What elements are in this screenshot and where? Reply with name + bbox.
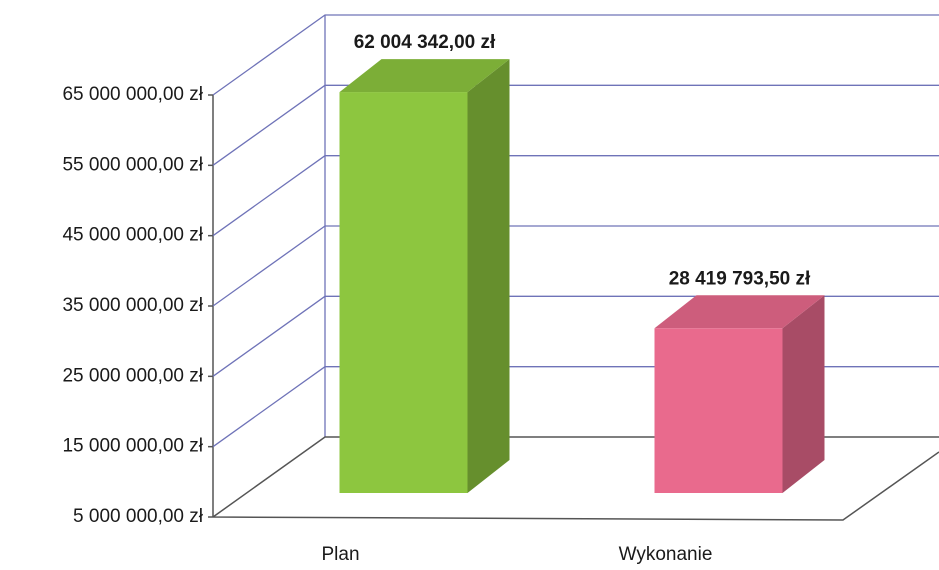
x-tick-label: Wykonanie — [619, 544, 713, 565]
value-label: 28 419 793,50 zł — [669, 268, 811, 289]
grid-line — [212, 84, 939, 166]
grid-line — [212, 155, 939, 237]
y-tick-label: 15 000 000,00 zł — [62, 436, 203, 457]
grid-line — [212, 225, 939, 307]
bar-side — [467, 59, 510, 494]
bar-top — [654, 295, 825, 329]
grid-line — [212, 295, 939, 377]
bar-top — [339, 59, 510, 93]
y-tick-label: 5 000 000,00 zł — [73, 506, 204, 527]
y-tick-label: 35 000 000,00 zł — [62, 295, 203, 316]
y-tick-label: 45 000 000,00 zł — [62, 225, 203, 246]
grid-line — [212, 366, 939, 448]
y-tick-label: 25 000 000,00 zł — [62, 365, 203, 386]
floor-edge — [212, 436, 939, 521]
x-tick-label: Plan — [321, 544, 359, 565]
value-label: 62 004 342,00 zł — [354, 32, 496, 53]
bar-side — [782, 295, 825, 493]
bar — [339, 59, 510, 494]
bar-front — [654, 328, 783, 493]
chart-walls — [208, 14, 939, 521]
y-tick-label: 65 000 000,00 zł — [62, 84, 203, 105]
grid-line — [212, 14, 939, 96]
bar — [654, 295, 825, 493]
bar-front — [339, 92, 468, 493]
y-tick-label: 55 000 000,00 zł — [62, 154, 203, 175]
